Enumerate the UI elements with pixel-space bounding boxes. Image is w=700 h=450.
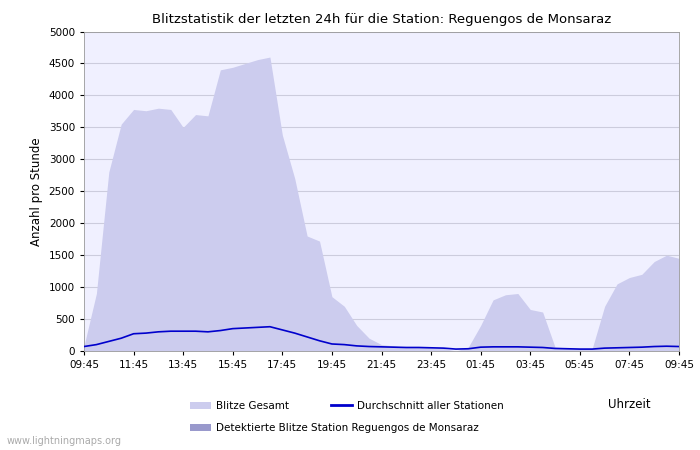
Text: www.lightningmaps.org: www.lightningmaps.org — [7, 436, 122, 446]
Y-axis label: Anzahl pro Stunde: Anzahl pro Stunde — [30, 137, 43, 246]
Legend: Detektierte Blitze Station Reguengos de Monsaraz: Detektierte Blitze Station Reguengos de … — [190, 423, 479, 433]
Text: Uhrzeit: Uhrzeit — [608, 398, 651, 411]
Title: Blitzstatistik der letzten 24h für die Station: Reguengos de Monsaraz: Blitzstatistik der letzten 24h für die S… — [152, 13, 611, 26]
